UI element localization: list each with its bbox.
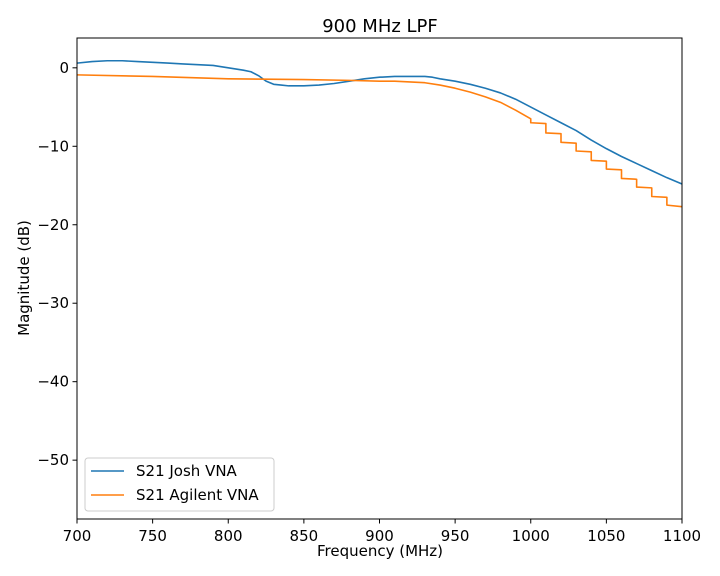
x-axis: 700 750 800 850 900 950 1000 1050 1100 (63, 519, 701, 545)
y-tick-label: −10 (37, 137, 69, 155)
y-tick-label: −20 (37, 216, 69, 234)
y-tick-label: −50 (37, 451, 69, 469)
plot-frame (76, 37, 683, 520)
legend-label-2: S21 Agilent VNA (136, 486, 259, 504)
chart-title: 900 MHz LPF (322, 16, 438, 37)
x-tick-label: 950 (441, 527, 470, 545)
y-tick-label: 0 (59, 59, 69, 77)
x-tick-label: 700 (63, 527, 92, 545)
x-tick-label: 800 (214, 527, 243, 545)
x-tick-label: 1000 (512, 527, 550, 545)
x-tick-label: 900 (365, 527, 394, 545)
x-axis-label: Frequency (MHz) (317, 542, 443, 560)
series-line-2 (76, 74, 683, 208)
legend-label-1: S21 Josh VNA (136, 462, 238, 480)
legend-box (84, 457, 275, 512)
y-axis-label: Magnitude (dB) (15, 220, 33, 336)
y-axis: 0 −10 −20 −30 −40 −50 (37, 59, 77, 469)
x-tick-label: 750 (138, 527, 167, 545)
plot-area (76, 37, 683, 520)
y-tick-label: −30 (37, 294, 69, 312)
x-tick-label: 1050 (587, 527, 625, 545)
series-line-1 (76, 59, 683, 185)
x-tick-label: 1100 (663, 527, 701, 545)
y-tick-label: −40 (37, 373, 69, 391)
x-tick-label: 850 (290, 527, 319, 545)
legend: S21 Josh VNA S21 Agilent VNA (84, 457, 275, 512)
